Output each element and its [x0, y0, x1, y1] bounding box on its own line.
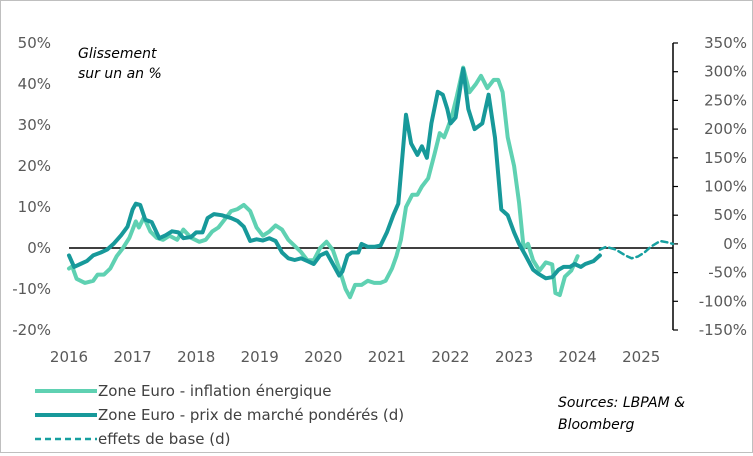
right-tick-label: 100%	[704, 178, 747, 196]
series-base-effects	[598, 239, 675, 260]
left-tick-label: -10%	[12, 280, 51, 298]
left-tick-label: 10%	[18, 198, 51, 216]
source-line-2: Bloomberg	[558, 417, 635, 433]
legend-label-inflation: Zone Euro - inflation énergique	[98, 382, 332, 400]
right-tick-label: -50%	[708, 264, 747, 282]
right-tick-label: 0%	[723, 235, 747, 253]
right-tick-label: -150%	[699, 321, 747, 339]
right-tick-label: -100%	[699, 292, 747, 310]
x-tick-label: 2020	[304, 348, 342, 366]
right-axis-ticks: 350% 300% 250% 200% 150% 100% 50% 0% -50% -100% -1…	[673, 34, 747, 339]
left-tick-label: 20%	[18, 157, 51, 175]
left-tick-label: 50%	[18, 34, 51, 52]
left-tick-label: 30%	[18, 116, 51, 134]
left-tick-label: 40%	[18, 75, 51, 93]
left-axis-ticks: 50% 40% 30% 20% 10% 0% -10% -20%	[12, 34, 51, 339]
x-axis-ticks: 2016 2017 2018 2019 2020 2021 2022 2023 2024 2025	[50, 348, 660, 366]
legend-label-base-effects: effets de base (d)	[98, 430, 231, 448]
source-line-1: Sources: LBPAM &	[558, 395, 685, 411]
series-group	[67, 65, 675, 300]
x-tick-label: 2025	[622, 348, 660, 366]
x-tick-label: 2017	[113, 348, 151, 366]
x-tick-label: 2019	[241, 348, 279, 366]
legend: Zone Euro - inflation énergique Zone Eur…	[35, 382, 404, 448]
right-tick-label: 50%	[714, 206, 747, 224]
x-tick-label: 2016	[50, 348, 88, 366]
legend-label-market-prices: Zone Euro - prix de marché pondérés (d)	[98, 406, 404, 424]
x-tick-label: 2021	[368, 348, 406, 366]
right-tick-label: 300%	[704, 63, 747, 81]
right-tick-label: 200%	[704, 120, 747, 138]
x-tick-label: 2022	[431, 348, 469, 366]
annotation-line-1: Glissement	[78, 46, 157, 62]
left-tick-label: -20%	[12, 321, 51, 339]
annotation-line-2: sur un an %	[78, 66, 162, 82]
series-market-prices	[67, 66, 602, 281]
x-tick-label: 2024	[559, 348, 597, 366]
series-inflation-energy	[67, 65, 580, 300]
x-tick-label: 2018	[177, 348, 215, 366]
left-tick-label: 0%	[27, 239, 51, 257]
x-tick-label: 2023	[495, 348, 533, 366]
right-tick-label: 150%	[704, 149, 747, 167]
right-tick-label: 350%	[704, 34, 747, 52]
right-tick-label: 250%	[704, 91, 747, 109]
